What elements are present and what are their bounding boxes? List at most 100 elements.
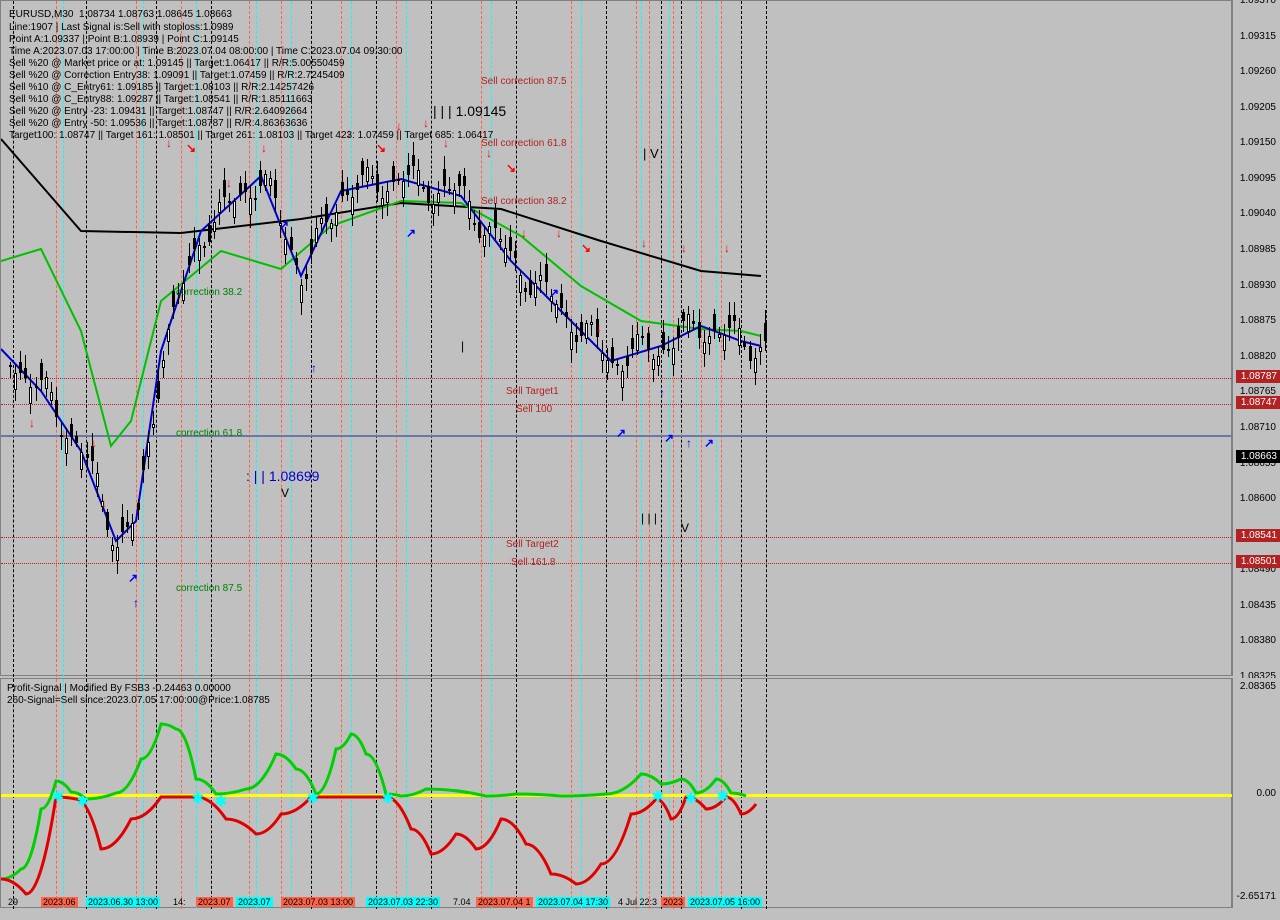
time-label: 2023.07 [236,897,273,907]
sell-arrow-icon: ↓ [226,176,232,190]
horizontal-line [1,563,1233,564]
vertical-line [376,1,377,677]
signal-marker-icon: ✱ [717,788,729,805]
sell-arrow-icon: ↓ [596,321,602,335]
price-tick: 1.09205 [1240,102,1276,113]
time-label: 7.04 [451,897,473,907]
price-tick: 1.09370 [1240,0,1276,6]
buy-arrow-icon: ↗ [549,286,559,300]
info-line: Line:1907 | Last Signal is:Sell with sto… [9,22,233,33]
sell-arrow-icon: ↘ [186,141,196,155]
price-marker: 1.08747 [1236,396,1280,409]
buy-arrow-icon: ↗ [616,426,626,440]
buy-arrow-icon: ↗ [406,226,416,240]
buy-arrow-icon: ↑ [686,436,692,450]
price-tick: 1.08600 [1240,493,1276,504]
time-label: 2023.07.03 13:00 [281,897,355,907]
horizontal-line [1,378,1233,379]
price-tick: 1.09150 [1240,137,1276,148]
time-label: 14: [171,897,188,907]
price-axis: 1.093701.093151.092601.092051.091501.090… [1232,0,1280,676]
vertical-line [669,1,670,677]
sell-arrow-icon: ↓ [556,226,562,240]
vertical-line [696,1,697,677]
time-label: 2023 [661,897,685,907]
chart-annotation: correction 38.2 [176,287,242,298]
indicator-info: 260-Signal=Sell since:2023.07.05 17:00:0… [7,695,270,706]
sell-arrow-icon: ↓ [29,416,35,430]
info-line: Target100: 1.08747 || Target 161: 1.0850… [9,130,493,141]
sell-arrow-icon: ↘ [506,161,516,175]
info-line: Point A:1.09337 | Point B:1.08939 | Poin… [9,34,239,45]
sell-arrow-icon: ↓ [521,226,527,240]
chart-annotation: | [461,339,464,353]
signal-marker-icon: ✱ [215,793,227,810]
info-line: Sell %20 @ Entry -23: 1.09431 || Target:… [9,106,307,117]
info-line: Time A:2023.07.03 17:00:00 | Time B:2023… [9,46,402,57]
vertical-line [606,1,607,677]
vertical-line [516,1,517,677]
buy-arrow-icon: ↗ [664,431,674,445]
time-label: 4 Jul 22:3 [616,897,659,907]
symbol-title: EURUSD,M30 1.08734 1.08763 1.08645 1.086… [9,9,232,20]
horizontal-line [1,404,1233,405]
info-line: Sell %10 @ C_Entry88: 1.09287 || Target:… [9,94,313,105]
chart-annotation: Sell Target2 [506,539,559,550]
signal-marker-icon: ✱ [52,788,64,805]
price-marker: 1.08501 [1236,555,1280,568]
chart-annotation: | | | [641,511,657,525]
info-line: Sell %20 @ Market price or at: 1.09145 |… [9,58,345,69]
vertical-line [406,1,407,677]
time-label: 2023.07 [196,897,233,907]
signal-marker-icon: ✱ [192,790,204,807]
chart-annotation: V [681,521,689,535]
chart-annotation: correction 87.5 [176,583,242,594]
chart-annotation: Sell correction 87.5 [481,76,567,87]
horizontal-line [1,537,1233,538]
sell-arrow-icon: ↘ [376,141,386,155]
price-tick: 1.09040 [1240,208,1276,219]
chart-annotation: | V [643,146,659,161]
sell-arrow-icon: ↘ [581,241,591,255]
time-label: 29 [6,897,20,907]
price-marker: 1.08541 [1236,529,1280,542]
signal-marker-icon: ✱ [77,793,89,810]
price-marker: 1.08787 [1236,370,1280,383]
indicator-tick: 2.08365 [1240,681,1276,692]
price-tick: 1.08930 [1240,280,1276,291]
main-price-chart[interactable]: ↓↓↓↓↗↑↓↘↓↓↗↑↓↘↓↗↓↓↓↘↓↗↓↘↓↗↓↑↗↓↑↗↓ Sell c… [0,0,1232,676]
time-label: 2023.06.30 13:00 [86,897,160,907]
indicator-tick: -2.65171 [1237,891,1276,902]
buy-arrow-icon: ↗ [279,218,289,232]
price-tick: 1.08380 [1240,635,1276,646]
buy-arrow-icon: ↑ [311,361,317,375]
price-tick: 1.08710 [1240,422,1276,433]
vertical-line [701,1,702,677]
signal-marker-icon: ✱ [307,790,319,807]
info-line: Sell %20 @ Correction Entry38: 1.09091 |… [9,70,345,81]
chart-annotation: V [281,486,289,500]
price-tick: 1.08985 [1240,244,1276,255]
chart-annotation: Sell correction 38.2 [481,196,567,207]
vertical-line [396,1,397,677]
info-line: Sell %20 @ Entry -50: 1.09536 || Target:… [9,118,307,129]
indicator-axis: 2.08365 0.00 -2.65171 [1232,678,1280,908]
buy-arrow-icon: ↗ [128,571,138,585]
price-tick: 1.09260 [1240,66,1276,77]
vertical-line [721,1,722,677]
vertical-line [431,1,432,677]
indicator-tick: 0.00 [1257,788,1276,799]
time-label: 2023.07.04 17:30 [536,897,610,907]
time-label: 2023.07.05 16:00 [688,897,762,907]
chart-annotation: Sell 161.8 [511,557,555,568]
chart-annotation: Sell correction 61.8 [481,138,567,149]
sell-arrow-icon: ↓ [91,436,97,450]
vertical-line [681,1,682,677]
chart-annotation: | | | 1.09145 [433,103,506,119]
indicator-info: Profit-Signal | Modified By FSB3 -0.2446… [7,683,231,694]
time-label: 2023.06 [41,897,78,907]
indicator-chart[interactable]: ✱✱✱✱✱✱✱✱✱ Profit-Signal | Modified By FS… [0,678,1232,908]
sell-arrow-icon: ↓ [61,426,67,440]
buy-arrow-icon: ↗ [704,436,714,450]
sell-arrow-icon: ↓ [641,236,647,250]
